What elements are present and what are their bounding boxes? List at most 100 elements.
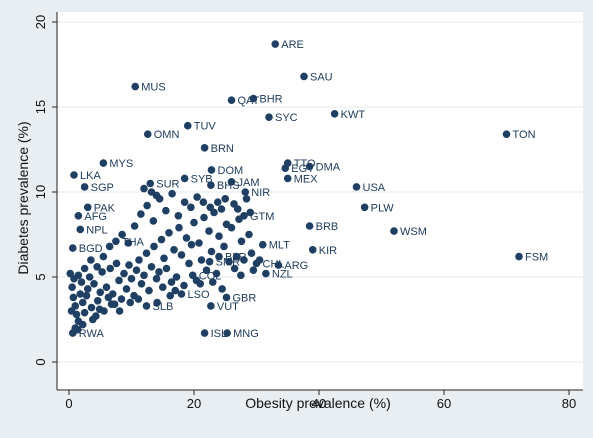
data-point — [137, 280, 146, 288]
data-point — [230, 264, 239, 273]
data-point — [85, 273, 94, 281]
data-point — [125, 261, 133, 269]
data-point — [220, 242, 228, 251]
data-point-fsm — [515, 252, 523, 261]
point-label-sgp: SGP — [91, 182, 114, 194]
data-point-afg — [74, 212, 83, 220]
data-point — [70, 274, 78, 283]
data-point — [172, 273, 181, 281]
data-point — [217, 205, 226, 213]
point-label-mus: MUS — [141, 82, 165, 94]
data-point — [95, 305, 104, 314]
data-point — [152, 191, 161, 200]
data-point-qat — [227, 96, 236, 104]
point-label-chl: CHL — [263, 258, 285, 270]
data-point — [227, 223, 236, 232]
point-label-tuv: TUV — [194, 121, 217, 133]
data-point — [137, 210, 145, 218]
data-point-usa — [352, 183, 361, 191]
data-point — [180, 281, 188, 290]
axes: 0 20 40 60 80 0 5 10 15 20 — [33, 12, 583, 411]
point-label-qat: QAT — [238, 95, 260, 107]
data-point-bhr — [249, 94, 258, 103]
data-point — [80, 308, 89, 317]
data-point — [177, 251, 186, 259]
data-point-lka — [70, 171, 78, 179]
data-point — [187, 203, 195, 212]
data-point — [105, 242, 114, 251]
point-label-mlt: MLT — [269, 240, 290, 252]
data-point — [182, 234, 191, 242]
data-point — [120, 269, 128, 278]
x-tick-label: 20 — [187, 396, 201, 411]
data-point — [213, 198, 222, 206]
data-point — [199, 198, 208, 206]
data-point — [88, 315, 97, 324]
data-point — [82, 291, 91, 300]
data-point-gtm — [240, 212, 248, 220]
data-point — [185, 259, 193, 268]
data-point-brb — [305, 222, 314, 230]
data-point-dma — [305, 162, 314, 171]
y-tick-label: 5 — [33, 273, 48, 280]
point-label-afg: AFG — [84, 211, 107, 223]
data-point — [93, 263, 101, 271]
data-point-mys — [99, 159, 108, 167]
data-point — [215, 232, 223, 240]
data-point — [93, 297, 102, 305]
x-tick-label: 40 — [312, 396, 326, 411]
data-point — [208, 278, 217, 286]
point-label-usa: USA — [363, 182, 386, 194]
data-point-arg — [274, 261, 283, 269]
data-point — [67, 307, 76, 315]
point-label-nir: NIR — [251, 187, 270, 199]
data-point — [166, 291, 175, 300]
data-point — [171, 286, 180, 295]
data-point — [90, 280, 98, 288]
data-point-brn — [200, 144, 209, 152]
data-point — [175, 223, 183, 232]
data-point — [98, 268, 106, 276]
data-point-plw — [360, 203, 369, 212]
data-point — [147, 263, 156, 271]
data-point — [187, 240, 196, 249]
point-label-are: ARE — [281, 39, 304, 51]
point-label-kwt: KWT — [341, 109, 366, 121]
data-point — [153, 298, 161, 307]
data-point — [132, 266, 141, 275]
data-point — [218, 285, 226, 293]
data-point-mng — [223, 329, 231, 337]
point-label-syc: SYC — [275, 112, 298, 124]
data-point-col — [188, 271, 197, 280]
data-point-pak — [83, 203, 92, 212]
point-label-egy: EGY — [291, 163, 315, 175]
data-point — [76, 290, 85, 298]
data-point — [108, 290, 117, 298]
data-point — [112, 259, 121, 268]
data-point — [221, 195, 230, 203]
data-point — [168, 189, 176, 198]
data-point — [135, 256, 143, 264]
point-label-slb: SLB — [153, 301, 174, 313]
data-point — [142, 249, 151, 257]
data-point — [68, 283, 76, 292]
data-point-kir — [308, 246, 317, 254]
data-point — [165, 229, 173, 237]
data-point-dom — [207, 166, 216, 174]
data-point — [162, 264, 171, 273]
data-point — [249, 266, 258, 275]
data-point-omn — [143, 130, 152, 138]
data-point-slb — [142, 302, 151, 310]
data-point-sgp — [80, 183, 89, 191]
point-label-blr: BLR — [225, 252, 246, 264]
y-tick-label: 20 — [33, 15, 48, 29]
data-point-npl — [76, 225, 85, 234]
data-point — [80, 264, 89, 273]
data-point — [96, 288, 105, 297]
point-label-bhr: BHR — [259, 94, 282, 106]
data-point-tuv — [183, 121, 192, 130]
data-point-chl — [252, 259, 261, 268]
data-point — [118, 230, 126, 239]
